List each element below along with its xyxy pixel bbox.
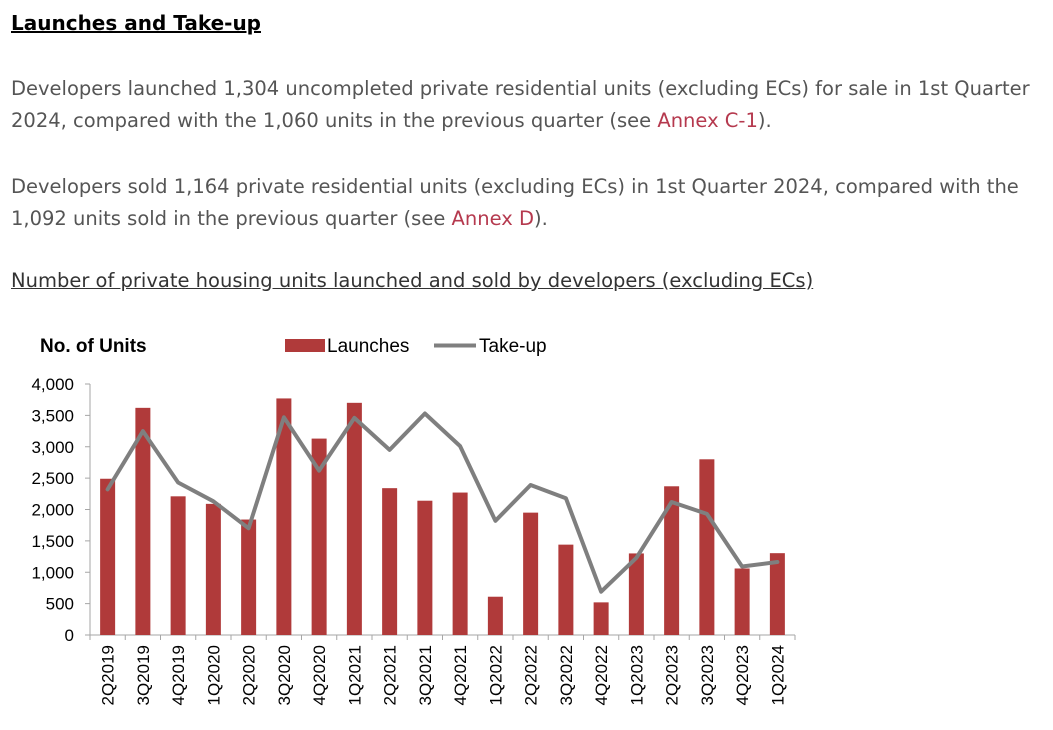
section-heading: Launches and Take-up [11, 11, 261, 35]
y-tick-label: 3,000 [31, 438, 74, 457]
launches-bar-4Q2023 [734, 568, 750, 635]
x-tick-label: 3Q2019 [134, 645, 153, 706]
launches-bar-1Q2020 [205, 503, 221, 635]
paragraph-text-end: ). [757, 109, 772, 132]
launches-bar-1Q2021 [346, 402, 362, 635]
launches-bar-4Q2020 [311, 438, 327, 635]
chart-caption: Number of private housing units launched… [11, 269, 814, 292]
launches-bar-1Q2022 [487, 596, 503, 635]
y-tick-label: 3,500 [31, 406, 74, 425]
y-tick-label: 2,500 [31, 469, 74, 488]
launches-bar-4Q2021 [452, 492, 468, 635]
x-tick-label: 4Q2021 [451, 645, 470, 706]
x-tick-label: 4Q2023 [733, 645, 752, 706]
launches-bar-3Q2020 [276, 398, 292, 635]
x-tick-label: 1Q2021 [345, 645, 364, 706]
x-tick-label: 1Q2023 [627, 645, 646, 706]
launches-bar-2Q2020 [241, 519, 257, 635]
paragraph-text: Developers launched 1,304 uncompleted pr… [11, 77, 1030, 132]
annex-c1-link[interactable]: Annex C-1 [657, 109, 758, 132]
launches-bar-3Q2022 [558, 544, 574, 635]
launches-bars [100, 398, 785, 635]
launches-bar-3Q2023 [699, 459, 715, 635]
annex-d-link[interactable]: Annex D [451, 207, 534, 230]
y-tick-label: 1,500 [31, 532, 74, 551]
launches-bar-1Q2023 [628, 553, 644, 635]
launches-bar-4Q2019 [170, 496, 186, 635]
y-tick-label: 4,000 [31, 375, 74, 394]
y-tick-label: 500 [46, 595, 74, 614]
launches-bar-2Q2019 [100, 478, 116, 635]
y-axis-title: No. of Units [40, 336, 147, 357]
takeup-paragraph: Developers sold 1,164 private residentia… [11, 171, 1046, 235]
launches-bar-4Q2022 [593, 602, 609, 635]
legend-launches-swatch [285, 339, 325, 352]
launches-bar-1Q2024 [769, 553, 785, 635]
x-tick-label: 1Q2022 [486, 645, 505, 706]
takeup-line [105, 411, 780, 594]
x-tick-label: 3Q2020 [275, 645, 294, 706]
x-tick-label: 2Q2021 [381, 645, 400, 706]
launches-paragraph: Developers launched 1,304 uncompleted pr… [11, 73, 1046, 137]
legend: Launches Take-up [285, 336, 547, 357]
x-tick-label: 2Q2020 [240, 645, 259, 706]
y-tick-label: 1,000 [31, 563, 74, 582]
launches-bar-3Q2021 [417, 500, 433, 635]
legend-launches-label: Launches [327, 336, 409, 357]
x-tick-label: 4Q2022 [592, 645, 611, 706]
x-tick-label: 1Q2020 [204, 645, 223, 706]
takeup-series-line [105, 411, 780, 594]
x-tick-label: 2Q2019 [99, 645, 118, 706]
x-tick-label: 1Q2024 [768, 645, 787, 706]
x-tick-label: 2Q2023 [663, 645, 682, 706]
x-tick-label: 4Q2019 [169, 645, 188, 706]
y-tick-label: 2,000 [31, 501, 74, 520]
paragraph-text-end: ). [533, 207, 548, 230]
x-tick-label: 3Q2023 [698, 645, 717, 706]
x-tick-label: 3Q2022 [557, 645, 576, 706]
paragraph-text: Developers sold 1,164 private residentia… [11, 175, 1019, 230]
legend-takeup-label: Take-up [479, 336, 547, 357]
y-tick-label: 0 [65, 626, 74, 645]
launches-bar-2Q2021 [382, 488, 398, 635]
x-tick-label: 3Q2021 [416, 645, 435, 706]
launches-bar-3Q2019 [135, 407, 151, 635]
x-tick-label: 4Q2020 [310, 645, 329, 706]
x-tick-label: 2Q2022 [522, 645, 541, 706]
launches-bar-2Q2022 [523, 512, 539, 635]
x-axis-labels: 2Q2019 3Q2019 4Q2019 1Q2020 2Q2020 3Q2020 4Q20… [99, 645, 788, 706]
launches-bar-2Q2023 [664, 486, 680, 635]
